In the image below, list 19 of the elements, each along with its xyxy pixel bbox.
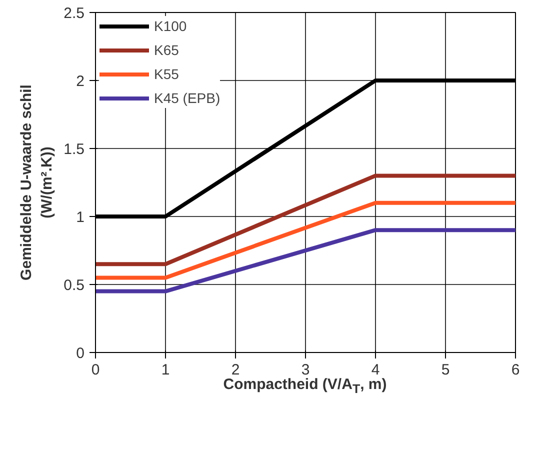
x-tick-label: 0 [91, 362, 100, 378]
y-tick-label: 0 [76, 345, 84, 362]
legend-label: K55 [154, 66, 179, 82]
legend-label: K65 [154, 42, 179, 58]
y-tick-label: 1.5 [64, 141, 85, 158]
y-tick-label: 0.5 [64, 277, 85, 294]
x-tick-label: 3 [301, 362, 310, 378]
y-tick-label: 1 [76, 209, 84, 226]
legend-label: K100 [154, 18, 187, 34]
x-axis-title: Compactheid (V/A$_{T}$, m) [223, 376, 387, 396]
y-tick-label: 2.5 [64, 5, 85, 22]
x-tick-label: 4 [371, 362, 380, 378]
x-tick-label: 6 [511, 362, 520, 378]
y-axis-title: Gemiddelde U-waarde schil (W/(m².K)) [18, 84, 56, 280]
x-tick-label: 1 [161, 362, 170, 378]
x-tick-label: 5 [441, 362, 450, 378]
legend-label: K45 (EPB) [154, 90, 220, 106]
y-tick-label: 2 [76, 73, 84, 90]
x-tick-label: 2 [231, 362, 240, 378]
